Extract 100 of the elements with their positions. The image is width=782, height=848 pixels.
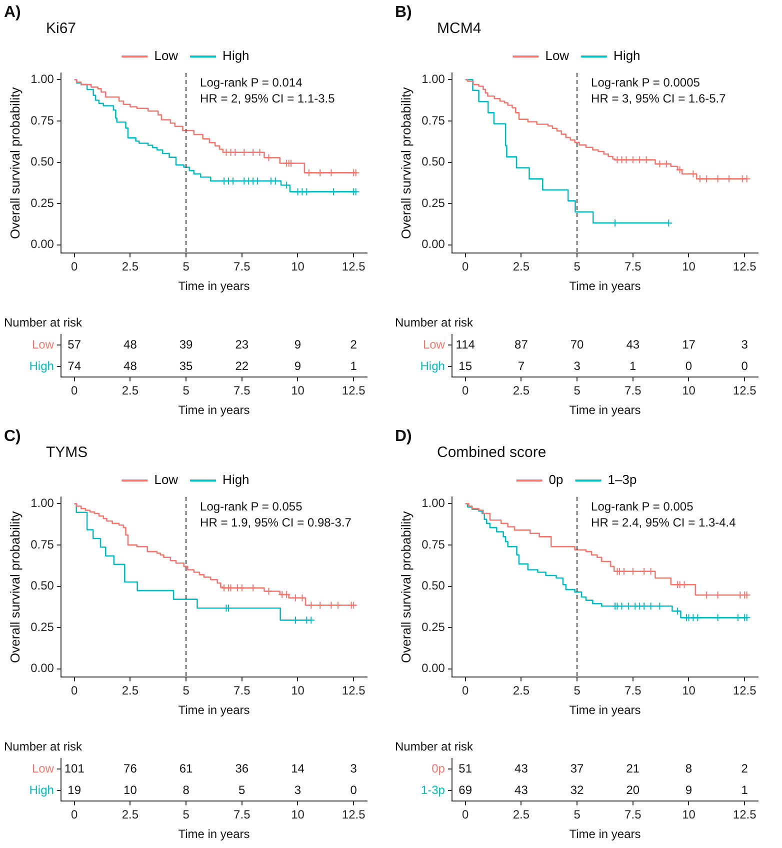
y-tick-label: 0.25 [30,620,54,634]
x-tick-label: 2.5 [512,684,530,698]
y-tick-label: 1.00 [30,496,54,510]
y-tick-label: 0.25 [30,196,54,210]
x-tick-label: 0 [462,808,470,822]
legend-label: Low [154,472,179,488]
data-label: 69 [458,782,472,797]
x-tick-label: 2.5 [512,808,530,822]
x-tick-label: 0 [71,684,78,698]
x-tick-label: 10 [682,684,696,698]
x-axis-title: Time in years [569,403,641,418]
data-label: 20 [626,782,640,797]
data-label: 8 [685,761,692,776]
data-label: 3 [574,358,581,373]
chart-title: Ki67 [46,20,76,37]
x-tick-label: 12.5 [732,684,757,698]
data-label: 3 [741,337,748,352]
data-label: 1 [741,782,748,797]
x-tick-label: 12.5 [342,384,366,398]
x-tick-label: 10 [682,260,696,274]
data-label: 37 [570,761,584,776]
y-tick-label: 0.00 [422,237,446,252]
x-tick-label: 12.5 [732,260,757,274]
data-label: 43 [626,337,640,352]
x-tick-label: 2.5 [122,808,139,822]
data-label: 0 [350,782,358,797]
x-axis-title: Time in years [569,827,641,842]
text: C) [4,428,21,446]
x-tick-label: 5 [182,808,190,822]
data-label: 87 [514,337,528,352]
y-axis-title: Overall survival probability [7,86,22,239]
chart-title: MCM4 [437,20,482,37]
data-label: 3 [294,782,302,797]
x-tick-label: 5 [574,684,581,698]
chart-title: TYMS [46,444,88,461]
data-label: 7 [518,358,525,373]
y-tick-label: 0.25 [422,620,446,634]
x-tick-label: 0 [462,260,470,274]
legend-label: 0p [548,472,564,488]
y-tick-label: 0.75 [30,113,54,128]
x-tick-label: 7.5 [624,808,642,822]
x-tick-label: 12.5 [732,808,757,822]
data-label: 0 [741,358,748,373]
x-tick-label: 7.5 [624,384,642,398]
legend-label: High [614,48,640,64]
x-tick-label: 0 [462,384,470,398]
y-tick-label: 0.50 [30,154,54,169]
data-label: 5 [238,782,246,797]
legend-label: High [222,48,250,64]
x-tick-label: 10 [291,808,305,822]
data-label: 76 [124,761,138,776]
x-tick-label: 0 [462,684,470,698]
x-axis-title: Time in years [569,279,641,294]
data-label: 39 [179,337,194,352]
x-axis-title: Time in years [569,703,641,718]
data-label: 10 [124,782,138,797]
annotation: HR = 3, 95% CI = 1.6-5.7 [591,91,726,106]
x-tick-label: 5 [182,684,190,698]
y-tick-label: 0.50 [422,154,446,169]
y-tick-label: 0.25 [422,196,446,210]
y-tick-label: Low [32,337,54,352]
data-label: 9 [294,337,302,352]
text: D) [395,428,412,446]
x-tick-label: 2.5 [122,384,139,398]
data-label: 9 [685,782,692,797]
y-tick-label: 0.75 [422,113,446,128]
x-tick-label: 7.5 [234,384,251,398]
y-tick-label: High [29,358,54,373]
y-tick-label: 0.75 [422,537,446,552]
data-label: 1 [350,358,358,373]
y-tick-label: Low [422,337,446,352]
y-tick-label: 0.00 [30,661,54,676]
x-tick-label: 5 [182,384,190,398]
data-label: 35 [179,358,194,373]
y-tick-label: Low [32,761,54,776]
x-tick-label: 10 [682,808,696,822]
x-tick-label: 7.5 [234,808,251,822]
data-label: 114 [456,337,476,352]
legend-label: Low [545,48,570,64]
y-tick-label: High [29,782,54,797]
y-tick-label: 0.00 [30,237,54,252]
data-label: 21 [626,761,640,776]
chart-title: Number at risk [395,740,474,754]
data-label: 19 [68,782,82,797]
y-tick-label: 0.75 [30,537,54,552]
annotation: Log-rank P = 0.0005 [591,75,700,90]
data-label: 57 [68,337,82,352]
y-axis-title: Overall survival probability [7,510,22,663]
x-tick-label: 12.5 [342,808,366,822]
x-axis-title: Time in years [178,827,250,842]
legend-label: High [222,472,250,488]
data-label: 51 [458,761,472,776]
data-label: 36 [235,761,249,776]
x-tick-label: 7.5 [624,684,642,698]
x-tick-label: 5 [574,384,581,398]
data-label: 23 [235,337,249,352]
x-tick-label: 10 [682,384,696,398]
legend-label: 1–3p [608,472,637,488]
x-tick-label: 12.5 [342,260,366,274]
y-tick-label: 0p [432,761,446,776]
